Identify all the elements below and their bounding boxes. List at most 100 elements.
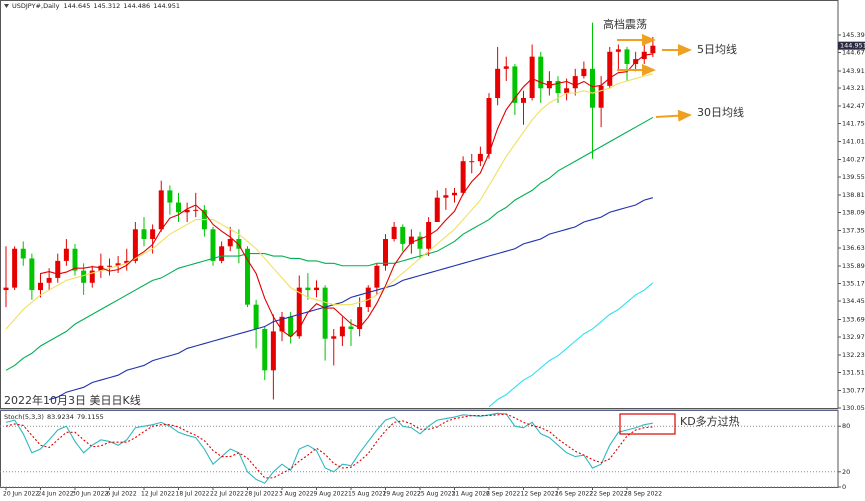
x-tick-label: 16 Sep 2022 [555, 491, 593, 498]
candle-body [72, 248, 78, 271]
y-tick-label: 140.270 [842, 156, 865, 164]
x-tick-label: 6 Jul 2022 [107, 491, 137, 498]
stoch-header: Stoch(5,3,3) 83.9234 79.1155 [4, 413, 104, 421]
y-tick-label: 138.810 [842, 191, 865, 199]
plot: 145.390 144.670 143.910 143.210 142.470 141.7… [0, 22, 865, 498]
candle-body [624, 49, 630, 64]
low-value: 144.486 [123, 2, 150, 10]
x-tick-label: 9 Aug 2022 [314, 491, 349, 498]
line-series [5, 116, 654, 371]
candle-body [288, 316, 294, 337]
y-tick-label: 141.750 [842, 120, 865, 128]
y-tick-label: 131.510 [842, 369, 865, 377]
candle-body [29, 258, 35, 291]
candle-body [512, 66, 518, 103]
x-tick-label: 25 Aug 2022 [417, 491, 456, 498]
x-tick-label: 12 Sep 2022 [521, 491, 559, 498]
arrows [617, 34, 692, 122]
y-tick-label: 137.350 [842, 227, 865, 235]
candle-body [236, 239, 242, 249]
y-tick-label: 132.970 [842, 333, 865, 341]
candle-body [408, 236, 414, 244]
candle-body [167, 190, 173, 203]
y-tick-label: 138.090 [842, 209, 865, 217]
y-tick-label: 143.210 [842, 84, 865, 92]
x-tick-label: 31 Aug 2022 [452, 491, 491, 498]
candle-body [193, 209, 199, 211]
candle-body [38, 282, 43, 291]
stoch-title: Stoch(5,3,3) [4, 413, 44, 421]
line-series [5, 413, 653, 479]
line-series [40, 53, 653, 338]
candle-body [227, 239, 233, 247]
candle-body [477, 153, 483, 162]
y-tick-label: 80 [842, 422, 850, 430]
y-tick-label: 143.910 [842, 67, 865, 75]
candle-body [383, 239, 388, 266]
x-tick-label: 18 Jul 2022 [176, 491, 210, 498]
x-tick-label: 3 Aug 2022 [279, 491, 314, 498]
x-tick-label: 12 Jul 2022 [141, 491, 175, 498]
candle-body [124, 260, 130, 264]
y-tick-label: 145.390 [842, 31, 865, 39]
candle-body [322, 287, 328, 339]
candle-body [434, 197, 440, 222]
x-tick-label: 19 Aug 2022 [383, 491, 422, 498]
candle-body [107, 265, 112, 267]
arrow [655, 109, 692, 122]
symbol: USDJPY#,Daily [12, 2, 60, 10]
open-value: 144.645 [64, 2, 91, 10]
candle-body [245, 248, 250, 305]
x-tick-label: 28 Sep 2022 [624, 491, 662, 498]
candle-body [607, 51, 613, 86]
candle-body [55, 260, 61, 278]
candle-body [210, 229, 216, 261]
line-series [5, 412, 653, 484]
candle-body [3, 287, 9, 291]
candle-body [348, 326, 354, 329]
candle-body [219, 246, 225, 261]
chart-header: USDJPY#,Daily 144.645 145.312 144.486 144.95… [12, 2, 180, 10]
candle-body [296, 287, 302, 337]
x-tick-label: 20 Jun 2022 [3, 491, 39, 498]
candle-body [391, 226, 397, 240]
candle-body [650, 45, 656, 54]
candle-body [555, 80, 561, 94]
y-tick-label: 130.050 [842, 404, 865, 412]
annotation: 5日均线 [697, 42, 737, 56]
candle-body [357, 307, 363, 329]
candle-body [452, 192, 457, 196]
candle-body [253, 304, 259, 329]
candle-body [12, 248, 18, 288]
y-tick-label: 135.170 [842, 280, 865, 288]
price-tag [838, 41, 865, 50]
candle-body [20, 248, 26, 259]
candle-body [63, 248, 69, 261]
candle-body [365, 287, 371, 308]
y-tick-label: 136.630 [842, 244, 865, 252]
x-tick-label: 24 Jun 2022 [38, 491, 74, 498]
candle-body [176, 202, 181, 213]
close-value: 144.951 [153, 2, 180, 10]
candle-body [486, 97, 492, 154]
y-tick-label: 20 [842, 468, 850, 476]
y-tick-label: 130.770 [842, 386, 865, 394]
candle-body [538, 56, 544, 89]
candle-body [469, 161, 475, 163]
candle-body [460, 161, 466, 193]
candle-body [615, 49, 621, 52]
price-tag-label: 144.951 [840, 42, 865, 50]
candle-body [598, 85, 604, 108]
candle-body [572, 76, 578, 89]
y-tick-label: 0 [842, 483, 846, 491]
annotation: KD多方过热 [680, 414, 740, 428]
candle-body [132, 229, 138, 261]
y-tick-label: 142.470 [842, 102, 865, 110]
candle-body [262, 328, 268, 371]
line-series [48, 197, 654, 401]
candle-body [400, 226, 406, 244]
line-series [5, 73, 654, 330]
candle-body [417, 236, 423, 249]
candle-body [184, 209, 190, 213]
candle-body [581, 68, 587, 77]
